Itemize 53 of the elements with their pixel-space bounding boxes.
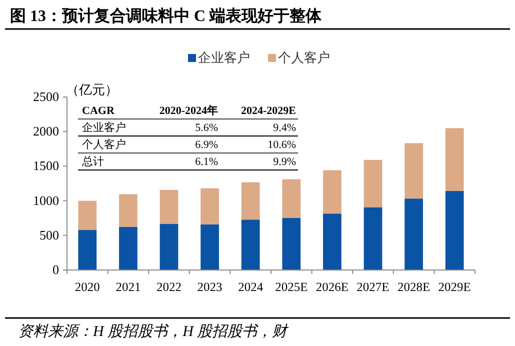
annotation: 10.6% (268, 139, 296, 151)
y-tick-label: 1000 (33, 192, 59, 208)
y-tick-label: 0 (52, 262, 59, 277)
bar (119, 194, 138, 227)
bar (364, 160, 382, 208)
y-tick-label: 1500 (33, 158, 59, 174)
x-tick-label: 2025E (275, 280, 308, 294)
x-tick-label: 2027E (356, 280, 390, 294)
y-tick-label: 2500 (33, 89, 59, 104)
bar (282, 218, 301, 270)
annotation: 6.9% (195, 139, 218, 151)
annotation: 总计 (81, 155, 104, 168)
x-tick-label: 2029E (438, 280, 472, 294)
annotation: 6.1% (195, 156, 218, 168)
bar (78, 230, 97, 270)
annotation: 2024-2029E (241, 105, 296, 117)
x-tick-label: 2024 (238, 280, 264, 294)
bar (445, 128, 464, 191)
annotation: 个人客户 (82, 138, 126, 151)
chart-title: 图 13：预计复合调味料中 C 端表现好于整体 (10, 7, 323, 25)
bar (160, 190, 178, 224)
x-tick-label: 2023 (197, 280, 222, 294)
bar (404, 143, 423, 199)
bar (364, 207, 382, 270)
annotation: 2020-2024年 (159, 104, 218, 117)
bar (241, 182, 260, 220)
y-tick-label: 500 (40, 227, 59, 242)
legend-label: 个人客户 (278, 50, 330, 65)
x-tick-label: 2021 (116, 280, 141, 294)
y-tick-label: 2000 (33, 124, 59, 139)
bar (323, 170, 342, 214)
annotation: 5.6% (195, 122, 218, 134)
bar (241, 220, 260, 270)
annotation: 9.9% (273, 156, 296, 168)
bar (323, 214, 342, 270)
bar (78, 200, 97, 230)
bar (119, 226, 138, 270)
bar (282, 179, 301, 218)
x-tick-label: 2026E (316, 280, 349, 294)
text: 资料来源：H 股招股书，H 股招股书，财 (18, 323, 290, 340)
annotation: CAGR (82, 105, 116, 117)
bar (445, 190, 464, 270)
bar (404, 198, 423, 270)
bar (160, 224, 178, 270)
bar (200, 224, 219, 270)
bar (200, 188, 219, 224)
y-axis-title: （亿元） (66, 82, 118, 97)
x-tick-label: 2028E (397, 280, 430, 294)
annotation: 企业客户 (82, 121, 126, 134)
x-tick-label: 2020 (74, 280, 100, 294)
x-tick-label: 2022 (156, 280, 182, 294)
legend-label: 企业客户 (198, 50, 250, 65)
annotation: 9.4% (273, 122, 296, 134)
